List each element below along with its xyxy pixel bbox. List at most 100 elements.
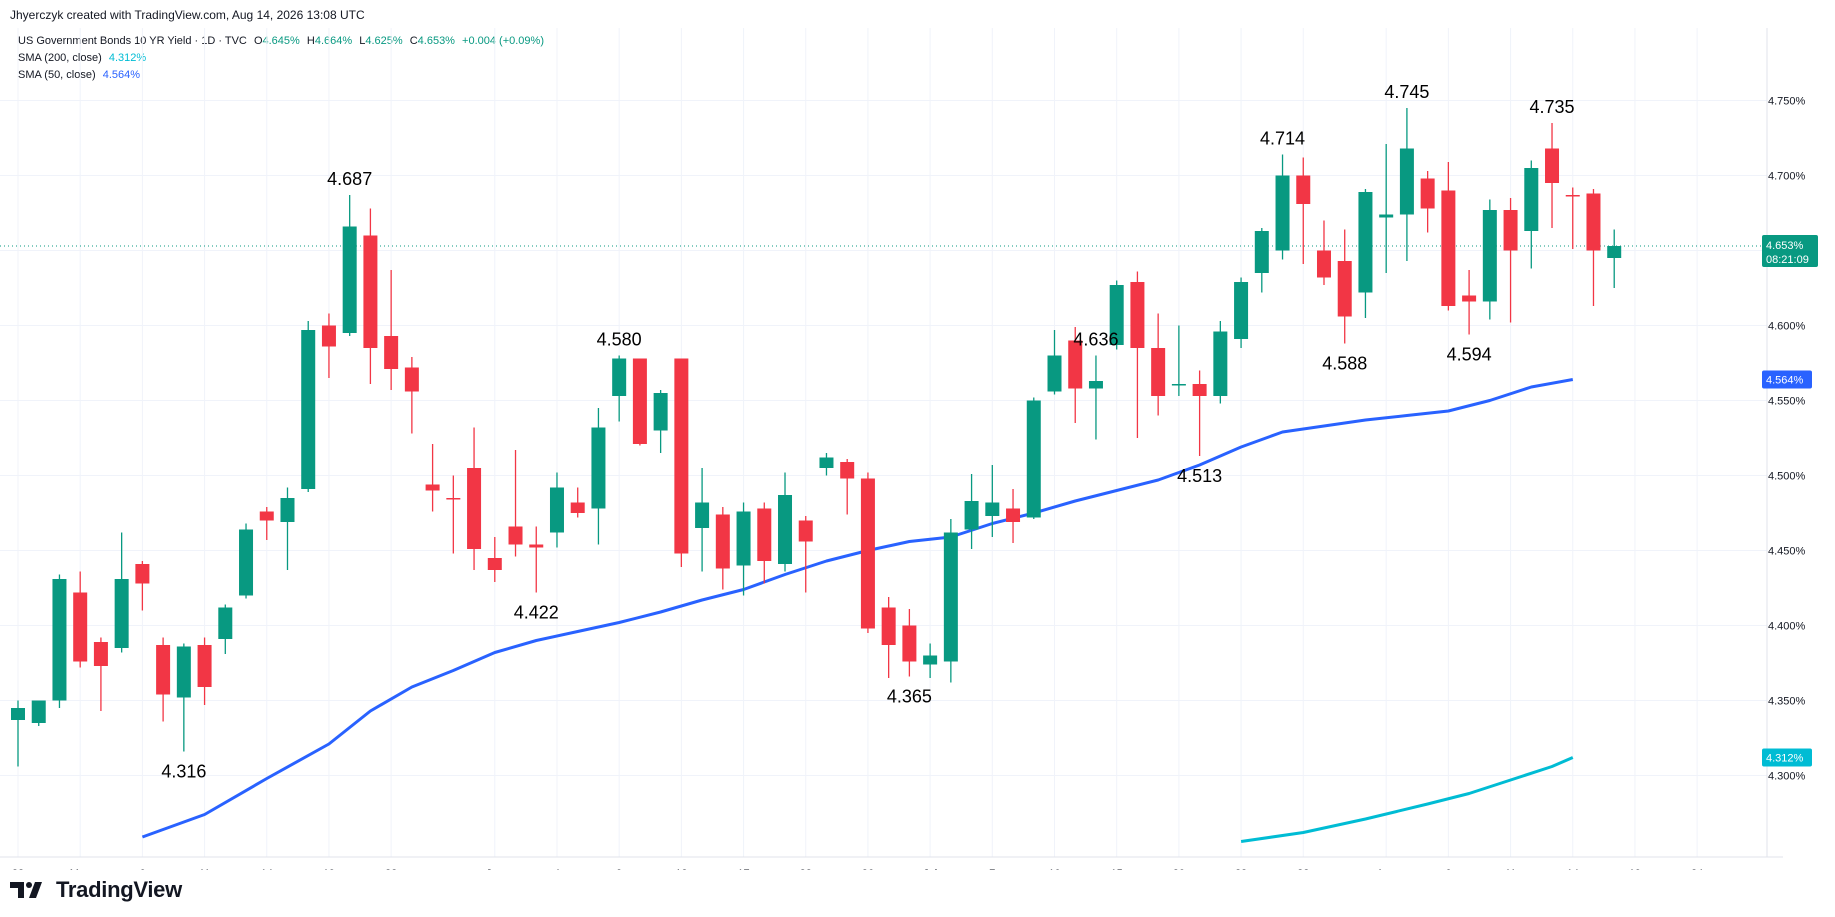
time-tick-label[interactable]: Jun (486, 868, 504, 870)
sma200-line (1240, 756, 1574, 843)
candle (840, 459, 855, 515)
candle-body (695, 502, 710, 528)
candle (487, 537, 502, 582)
time-axis[interactable]: 28 May 6 11 14 19 22 Jun 4 9 12 17 23 26 Jul 7 10 15 20 23 2… (12, 868, 1703, 870)
time-tick-label[interactable]: May (70, 868, 91, 870)
price-annotation: 4.745 (1384, 82, 1429, 102)
price-tick-label[interactable]: 4.300% (1768, 771, 1806, 783)
candle-body (674, 358, 689, 554)
time-tick-label[interactable]: 15 (1111, 868, 1123, 870)
candle (384, 270, 399, 390)
price-tick-label[interactable]: 4.400% (1768, 621, 1806, 633)
price-annotation: 4.588 (1322, 354, 1367, 374)
candle (1503, 198, 1518, 323)
candle-body (653, 393, 668, 431)
time-tick-label[interactable]: 10 (1048, 868, 1060, 870)
candle (881, 597, 896, 678)
candle-body (31, 700, 46, 723)
sma200-legend[interactable]: SMA (200, close) 4.312% (18, 52, 150, 64)
time-tick-label[interactable]: 24 (1691, 868, 1703, 870)
time-tick-label[interactable]: 7 (989, 868, 995, 870)
tradingview-logo[interactable]: TradingView (10, 876, 182, 904)
candle-body (259, 511, 274, 521)
price-tick-label[interactable]: 4.750% (1768, 96, 1806, 108)
time-tick-label[interactable]: 4 (554, 868, 560, 870)
candle (1482, 199, 1497, 320)
time-tick-label[interactable]: 9 (616, 868, 622, 870)
candle (1088, 355, 1103, 440)
price-annotation: 4.636 (1073, 330, 1118, 350)
candle (1524, 160, 1539, 269)
candle (1316, 220, 1331, 285)
time-tick-label[interactable]: 17 (737, 868, 749, 870)
candle (135, 561, 150, 611)
time-tick-label[interactable]: 14 (1567, 868, 1579, 870)
candle-body (819, 457, 834, 468)
candle (93, 637, 108, 711)
sma200-value: 4.312% (108, 52, 147, 64)
candlestick-chart[interactable]: 4.316 4.687 4.422 4.580 4.365 4.636 4.513 4.714… (0, 0, 1835, 870)
time-tick-label[interactable]: 20 (1173, 868, 1185, 870)
time-tick-label[interactable]: 28 (12, 868, 24, 870)
time-tick-label[interactable]: 14 (261, 868, 273, 870)
time-tick-label[interactable]: Aug (1376, 868, 1396, 870)
time-tick-label[interactable]: 12 (675, 868, 687, 870)
candle-body (487, 558, 502, 570)
sma-price-tag: 4.312% (1762, 748, 1812, 767)
time-tick-label[interactable]: 22 (385, 868, 397, 870)
candle (860, 472, 875, 633)
candle (11, 700, 25, 767)
sma50-label[interactable]: SMA (50, close) (18, 69, 96, 81)
candle (1213, 321, 1228, 404)
candle-body (1337, 261, 1352, 317)
candle (239, 523, 254, 599)
sma-price-tag: 4.564% (1762, 370, 1812, 389)
candle-body (280, 498, 295, 522)
time-tick-label[interactable]: 11 (199, 868, 210, 870)
price-tick-label[interactable]: 4.600% (1768, 321, 1806, 333)
price-tick-label[interactable]: 4.500% (1768, 471, 1806, 483)
candle (653, 390, 668, 453)
price-tick-label[interactable]: 4.700% (1768, 171, 1806, 183)
sma200-label[interactable]: SMA (200, close) (18, 52, 102, 64)
time-tick-label[interactable]: 19 (1629, 868, 1641, 870)
price-tick-label[interactable]: 4.550% (1768, 396, 1806, 408)
time-tick-label[interactable]: 11 (1505, 868, 1516, 870)
candle-body (632, 358, 647, 444)
ohlc-high: H4.664% (306, 35, 353, 47)
time-tick-label[interactable]: Jul (923, 868, 937, 870)
symbol-legend[interactable]: US Government Bonds 10 YR Yield · 1D · T… (18, 35, 548, 47)
time-tick-label[interactable]: 19 (323, 868, 335, 870)
price-axis[interactable]: 4.750%4.700%4.650%4.600%4.550%4.500%4.45… (1768, 96, 1806, 783)
time-tick-label[interactable]: 6 (1445, 868, 1451, 870)
candle-body (342, 226, 357, 333)
candle-body (1151, 348, 1166, 396)
candle-body (239, 529, 254, 596)
symbol-name[interactable]: US Government Bonds 10 YR Yield · 1D · T… (18, 35, 247, 47)
candle-body (778, 495, 793, 564)
tradingview-logo-icon (10, 882, 42, 898)
price-annotation: 4.687 (327, 169, 372, 189)
candle-body (1171, 384, 1186, 386)
candle-body (840, 462, 855, 479)
time-tick-label[interactable]: 23 (800, 868, 812, 870)
price-tags: 4.653% 08:21:09 4.564% 4.312% (1762, 235, 1818, 767)
sma-price-tag-value: 4.564% (1766, 375, 1804, 387)
price-annotation: 4.594 (1447, 345, 1492, 365)
candle (425, 444, 440, 512)
candle-body (218, 607, 233, 639)
sma50-legend[interactable]: SMA (50, close) 4.564% (18, 69, 144, 81)
time-tick-label[interactable]: 6 (139, 868, 145, 870)
price-tick-label[interactable]: 4.350% (1768, 696, 1806, 708)
candle (674, 358, 689, 567)
candle (529, 526, 544, 593)
price-tick-label[interactable]: 4.450% (1768, 546, 1806, 558)
time-tick-label[interactable]: 28 (1297, 868, 1309, 870)
candle (632, 358, 647, 446)
candle-body (1296, 175, 1311, 204)
candle-body (1503, 210, 1518, 251)
time-tick-label[interactable]: 23 (1235, 868, 1247, 870)
candle (736, 502, 751, 596)
candle-body (363, 235, 378, 348)
time-tick-label[interactable]: 26 (862, 868, 874, 870)
